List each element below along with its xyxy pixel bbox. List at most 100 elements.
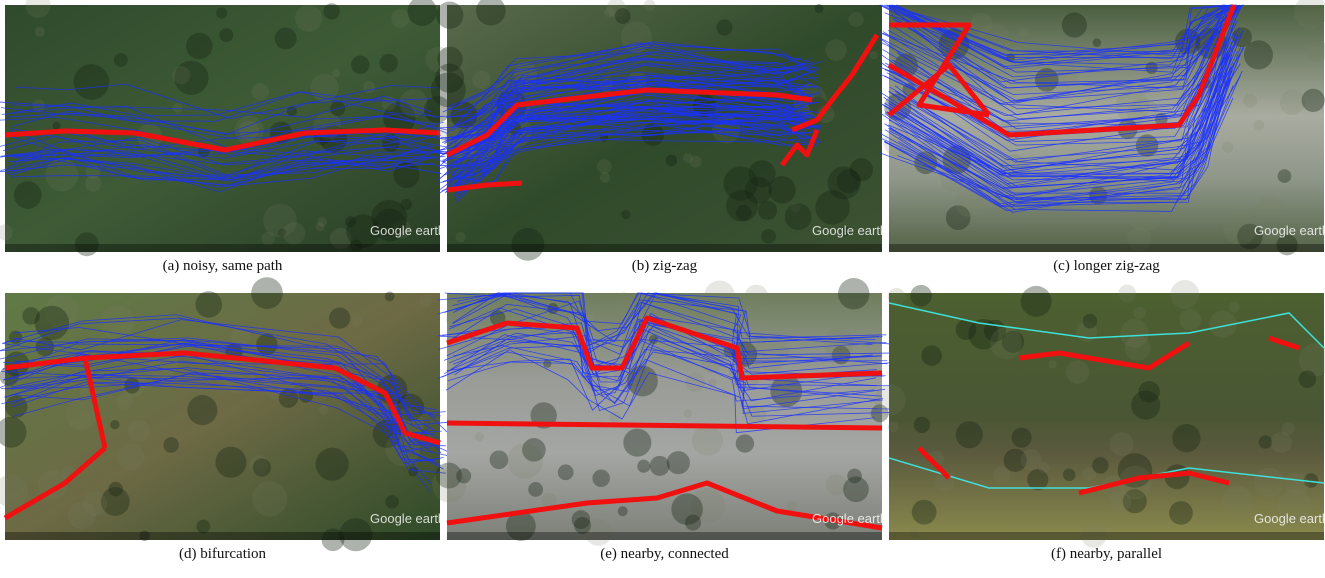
track (444, 123, 813, 194)
texture (683, 409, 693, 418)
texture (120, 323, 131, 334)
track (884, 40, 1233, 174)
texture (430, 72, 466, 108)
track (894, 4, 1233, 89)
track (449, 303, 877, 380)
texture (1092, 38, 1102, 47)
track (449, 308, 892, 375)
track (880, 4, 1226, 110)
texture (1020, 285, 1052, 317)
texture (557, 464, 574, 481)
texture (1237, 223, 1263, 250)
track (880, 4, 1234, 95)
texture (44, 294, 79, 329)
texture (1092, 457, 1109, 474)
texture (1164, 464, 1190, 490)
texture (74, 232, 99, 257)
texture (381, 96, 397, 111)
texture (400, 198, 412, 211)
texture (911, 499, 937, 525)
texture (1270, 431, 1292, 454)
track (448, 64, 806, 145)
track (890, 4, 1225, 53)
texture (351, 55, 370, 75)
texture (408, 466, 419, 477)
texture (0, 416, 27, 448)
texture (110, 419, 120, 430)
texture (139, 530, 150, 542)
caption-text: noisy, same path (183, 258, 283, 274)
image-panel: Google earth (874, 280, 1325, 548)
route (446, 420, 883, 431)
track (891, 4, 1230, 60)
texture (476, 0, 506, 26)
texture (1223, 210, 1258, 245)
route (887, 62, 991, 117)
track (444, 334, 891, 417)
route (4, 127, 441, 153)
texture (0, 224, 14, 241)
texture (432, 468, 467, 503)
texture (682, 153, 693, 164)
texture (887, 421, 899, 433)
texture (1279, 89, 1306, 116)
caption-label: (f) (1051, 546, 1070, 562)
track (888, 4, 1226, 68)
texture (825, 39, 847, 61)
texture (522, 438, 546, 462)
track (438, 79, 808, 158)
route (791, 33, 880, 133)
track (451, 94, 811, 190)
image-panel: Google earth (878, 0, 1325, 256)
track (12, 372, 444, 470)
texture (606, 0, 626, 18)
texture (22, 307, 40, 325)
track (453, 48, 819, 127)
texture (1109, 432, 1134, 456)
track (6, 337, 437, 418)
texture (887, 287, 906, 306)
track (888, 53, 1241, 194)
texture (968, 319, 999, 350)
texture (45, 158, 79, 192)
texture (65, 399, 97, 431)
texture (1018, 27, 1029, 38)
track (452, 292, 880, 343)
texture (163, 437, 179, 453)
track (10, 376, 433, 462)
caption-label: (c) (1053, 258, 1073, 274)
texture (99, 304, 135, 340)
texture (455, 232, 466, 243)
texture (849, 158, 874, 182)
texture (472, 70, 491, 90)
track (444, 292, 876, 346)
route (917, 446, 951, 480)
track (441, 106, 822, 166)
caption: (c) longer zig-zag (1053, 258, 1160, 274)
texture (1293, 0, 1325, 30)
track (14, 343, 448, 426)
track (446, 58, 811, 118)
track (879, 4, 1226, 120)
texture (507, 121, 522, 135)
texture (174, 60, 209, 95)
track (450, 335, 875, 402)
texture (323, 3, 340, 20)
texture (350, 239, 363, 252)
texture (329, 227, 352, 250)
texture (1124, 335, 1151, 361)
texture (1170, 280, 1200, 309)
texture (363, 80, 376, 94)
texture (1221, 141, 1234, 153)
texture (753, 335, 789, 372)
track (438, 98, 808, 191)
texture (113, 53, 128, 67)
texture (843, 476, 869, 503)
watermark: Google earth (1254, 511, 1325, 526)
texture (1048, 360, 1057, 369)
track (898, 4, 1244, 83)
caption-text: longer zig-zag (1074, 258, 1161, 274)
texture (425, 46, 452, 73)
texture (315, 222, 325, 232)
route (889, 22, 990, 118)
